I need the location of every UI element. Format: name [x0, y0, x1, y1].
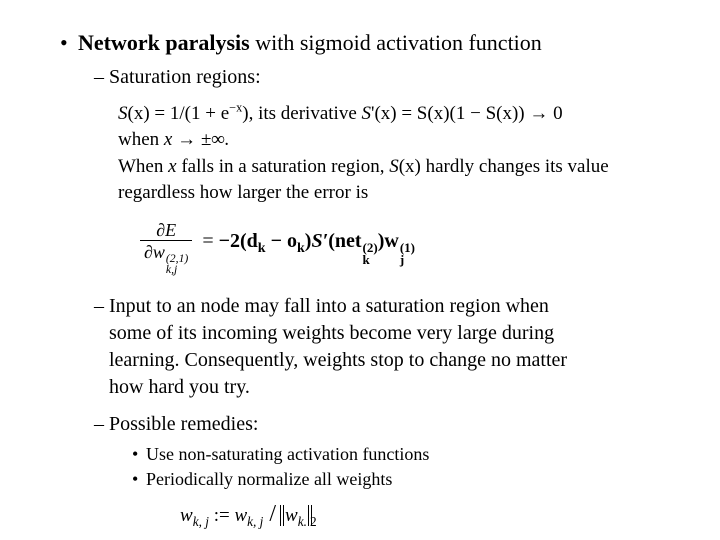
dash-lvl2-icon: – [94, 295, 104, 317]
remedies-label: – Possible remedies: [94, 411, 680, 438]
math-sym: ∂w [144, 242, 165, 262]
bullet-lvl1-icon: • [60, 28, 78, 58]
math-text: regardless how larger the error is [118, 182, 368, 203]
math-sub: k, j [193, 514, 209, 529]
remedies-text: Possible remedies: [109, 413, 258, 435]
normalize-equation: wk, j := wk, j / wk.2 [180, 501, 680, 528]
math-sym: x [168, 156, 176, 177]
saturation-text: Saturation regions: [109, 66, 261, 88]
fraction: ∂E ∂w(2,1)k,j [140, 221, 192, 275]
frac-numerator: ∂E [152, 221, 180, 240]
frac-denominator: ∂w(2,1)k,j [140, 240, 192, 275]
math-sub: k [363, 254, 378, 266]
math-text: ), its derivative [242, 103, 361, 124]
bullet-lvl3-icon: • [132, 442, 146, 466]
remedy-2-text: Periodically normalize all weights [146, 469, 392, 489]
math-sub: k. [298, 514, 307, 529]
math-sym: w [234, 505, 247, 526]
math-sym: S [389, 156, 399, 177]
math-text: (net [328, 230, 361, 252]
para-l3: learning. Consequently, weights stop to … [109, 349, 567, 371]
math-line-3: When x falls in a saturation region, S(x… [118, 154, 680, 181]
math-sub: k,j [166, 264, 188, 275]
heading-rest: with sigmoid activation function [250, 30, 542, 55]
math-sym: w [180, 505, 193, 526]
math-text: (x) = 1/(1 + e [128, 103, 230, 124]
para-l4: how hard you try. [109, 376, 250, 398]
math-sym: S [362, 103, 372, 124]
math-text: )w [378, 230, 399, 252]
math-sub: j [400, 254, 415, 266]
para-l1: Input to an node may fall into a saturat… [109, 295, 549, 317]
remedy-1-text: Use non-saturating activation functions [146, 444, 429, 464]
equals-icon: = [202, 230, 218, 252]
norm-bars: wk. [283, 505, 309, 526]
dash-lvl2-icon: – [94, 413, 104, 435]
math-sub: k [258, 241, 266, 256]
math-line-1: S(x) = 1/(1 + e−x), its derivative S'(x)… [118, 101, 680, 128]
saturation-label: – Saturation regions: [94, 64, 680, 91]
heading-bold: Network paralysis [78, 30, 250, 55]
math-sym: S′ [311, 230, 328, 252]
gradient-equation: ∂E ∂w(2,1)k,j = −2(dk − ok)S′(net(2)k)w(… [140, 221, 680, 275]
heading-line: •Network paralysis with sigmoid activati… [60, 28, 680, 58]
math-text: when [118, 129, 164, 150]
supsub: (2,1)k,j [166, 253, 188, 275]
remedy-1: •Use non-saturating activation functions [132, 442, 680, 466]
math-line-2: when x → ±∞. [118, 127, 680, 154]
supsub: (2)k [363, 242, 378, 267]
math-text: x → ±∞. [164, 129, 230, 150]
math-sym: w [285, 505, 298, 526]
math-sup: −x [229, 100, 242, 114]
math-text: −2(d [219, 230, 258, 252]
math-text: '(x) = S(x)(1 − S(x)) → 0 [371, 103, 563, 124]
math-sym: S [118, 103, 128, 124]
math-text: falls in a saturation region, [177, 156, 390, 177]
slide: •Network paralysis with sigmoid activati… [0, 0, 720, 540]
remedy-2: •Periodically normalize all weights [132, 467, 680, 491]
bullet-lvl3-icon: • [132, 467, 146, 491]
math-sub: k [297, 241, 305, 256]
math-text: − o [266, 230, 297, 252]
equation-rhs: = −2(dk − ok)S′(net(2)k)w(1)j [202, 230, 415, 266]
para-l2: some of its incoming weights become very… [109, 322, 554, 344]
math-sub: k, j [247, 514, 263, 529]
math-line-4: regardless how larger the error is [118, 180, 680, 207]
math-text: (x) hardly changes its value [399, 156, 609, 177]
supsub: (1)j [400, 242, 415, 267]
input-paragraph: – Input to an node may fall into a satur… [94, 293, 680, 401]
assign-icon: := [209, 505, 235, 526]
math-text: When [118, 156, 168, 177]
math-block-1: S(x) = 1/(1 + e−x), its derivative S'(x)… [118, 101, 680, 207]
dash-lvl2-icon: – [94, 66, 104, 88]
